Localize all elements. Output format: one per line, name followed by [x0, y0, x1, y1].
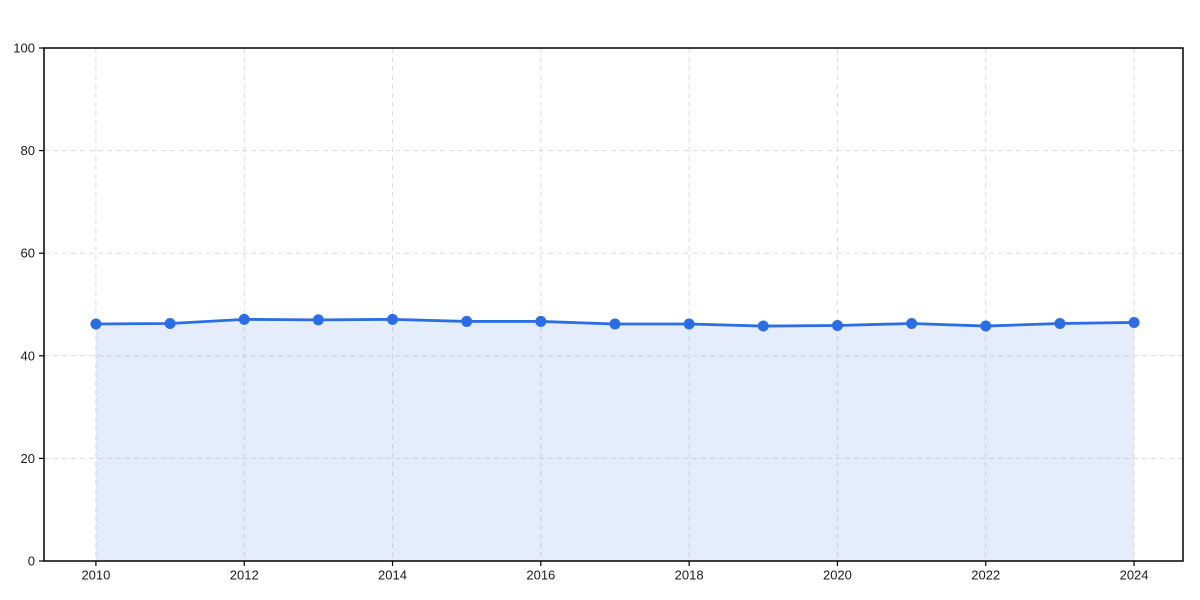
y-tick-label: 0: [28, 554, 35, 569]
data-point-marker: [387, 313, 399, 325]
data-point-marker: [683, 318, 695, 330]
y-tick-label: 20: [21, 451, 35, 466]
x-tick-label: 2010: [81, 568, 110, 583]
x-tick-label: 2018: [675, 568, 704, 583]
y-tick-label: 60: [21, 246, 35, 261]
y-tick-label: 80: [21, 143, 35, 158]
plot-border: [43, 47, 1184, 562]
x-tick-label: 2012: [230, 568, 259, 583]
x-tick-label: 2022: [971, 568, 1000, 583]
data-point-marker: [535, 315, 547, 327]
data-point-marker: [461, 315, 473, 327]
data-point-marker: [831, 320, 843, 332]
data-point-marker: [1128, 316, 1140, 328]
x-tick-label: 2016: [526, 568, 555, 583]
data-point-marker: [980, 320, 992, 332]
data-point-marker: [312, 314, 324, 326]
data-point-marker: [238, 313, 250, 325]
data-point-marker: [609, 318, 621, 330]
data-point-marker: [1054, 317, 1066, 329]
y-tick-label: 40: [21, 348, 35, 363]
data-point-marker: [906, 317, 918, 329]
area-fill: [95, 319, 1135, 561]
x-tick-label: 2020: [823, 568, 852, 583]
data-point-marker: [164, 317, 176, 329]
y-tick-label: 100: [13, 41, 35, 56]
data-point-marker: [90, 318, 102, 330]
data-point-marker: [757, 320, 769, 332]
x-tick-label: 2024: [1120, 568, 1149, 583]
x-tick-label: 2014: [378, 568, 407, 583]
